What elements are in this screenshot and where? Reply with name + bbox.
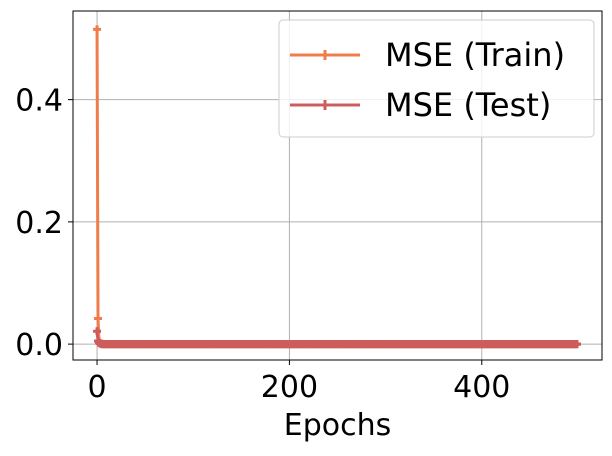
legend-label: MSE (Train) — [385, 36, 565, 74]
x-tick-label: 0 — [87, 370, 106, 405]
x-axis-label: Epochs — [284, 408, 392, 443]
x-tick-label: 200 — [261, 370, 318, 405]
legend-marker — [320, 100, 330, 110]
legend-label: MSE (Test) — [385, 86, 551, 124]
legend-marker — [320, 50, 330, 60]
series-layer — [93, 25, 581, 349]
x-tick-label: 400 — [453, 370, 510, 405]
y-tick-label: 0.4 — [15, 84, 63, 119]
legend: MSE (Train) MSE (Test) — [278, 19, 595, 138]
y-tick-label: 0.2 — [15, 206, 63, 241]
legend-entry: MSE (Test) — [290, 86, 551, 124]
data-point — [93, 25, 102, 34]
plot-frame — [72, 10, 603, 361]
legend-box — [278, 19, 595, 138]
data-point — [93, 327, 102, 336]
legend-entry: MSE (Train) — [290, 36, 565, 74]
series-test — [93, 327, 581, 349]
data-point — [572, 340, 581, 349]
y-tick-label: 0.0 — [15, 328, 63, 363]
data-point — [94, 314, 103, 323]
axis-ticks: 0 200 400 0.0 0.2 0.4 — [15, 84, 510, 405]
